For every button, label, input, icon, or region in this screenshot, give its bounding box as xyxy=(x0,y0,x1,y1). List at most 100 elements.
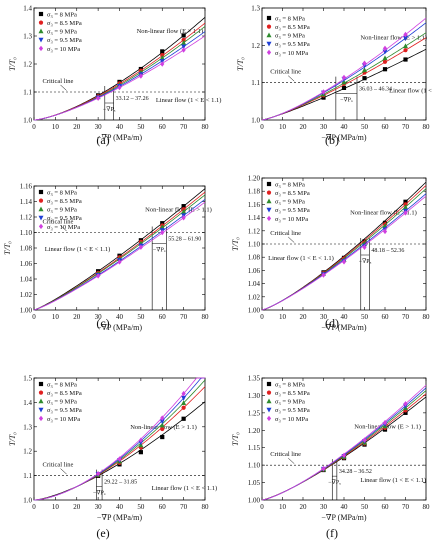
legend-label: σ₃ = 8.5 MPa xyxy=(275,190,310,197)
x-axis-label: −∇P (MPa/m) xyxy=(321,513,366,522)
y-tick-label: 1.02 xyxy=(20,291,33,299)
critical-line-label: Critical line xyxy=(270,451,301,458)
x-tick-label: 80 xyxy=(423,313,431,321)
data-point xyxy=(160,434,165,440)
data-point xyxy=(403,48,408,53)
legend-marker xyxy=(266,190,272,195)
region-linear-label: Linear flow (1 < E < 1.1) xyxy=(389,88,432,95)
data-point xyxy=(181,33,186,38)
x-tick-label: 60 xyxy=(382,313,390,321)
region-linear-label: Linear flow (1 < E < 1.1) xyxy=(45,246,111,253)
data-point xyxy=(181,40,187,45)
legend-marker xyxy=(38,206,44,212)
legend-marker xyxy=(266,181,272,187)
data-point xyxy=(160,52,165,58)
y-tick-label: 1.06 xyxy=(248,267,261,275)
y-tick-label: 1.20 xyxy=(248,427,261,435)
data-point xyxy=(181,47,186,53)
data-point xyxy=(138,244,143,250)
data-point xyxy=(403,204,408,210)
data-point xyxy=(382,45,388,52)
x-tick-label: 50 xyxy=(137,123,145,131)
x-tick-label: 20 xyxy=(73,123,81,131)
data-point xyxy=(117,456,122,462)
x-tick-label: 40 xyxy=(116,123,124,131)
legend-marker xyxy=(38,28,44,34)
legend-label: σ₃ = 8 MPa xyxy=(47,11,77,18)
data-point xyxy=(138,73,143,79)
legend-label: σ₃ = 9 MPa xyxy=(275,199,305,206)
x-tick-label: 20 xyxy=(300,503,308,511)
x-tick-label: 0 xyxy=(32,313,36,321)
y-tick-label: 1.18 xyxy=(248,188,261,196)
y-axis-label: T/T₀ xyxy=(8,57,17,71)
region-linear-label: Linear flow (1 < E < 1.1) xyxy=(156,97,222,104)
x-tick-label: 30 xyxy=(320,313,328,321)
legend-marker xyxy=(38,415,44,422)
legend-label: σ₃ = 9.5 MPa xyxy=(47,407,82,414)
data-point xyxy=(382,67,388,72)
data-point xyxy=(96,95,101,101)
x-axis-label: −∇P (MPa/m) xyxy=(97,513,142,522)
x-tick-label: 0 xyxy=(260,123,264,131)
caption-a: (a) xyxy=(96,133,110,147)
legend-marker xyxy=(38,37,44,43)
y-tick-label: 1.1 xyxy=(251,79,260,87)
data-point xyxy=(321,89,326,95)
x-tick-label: 70 xyxy=(402,313,410,321)
x-tick-label: 50 xyxy=(137,313,145,321)
legend-marker xyxy=(38,407,44,413)
critical-gradient-label: −∇Pₓ xyxy=(153,247,166,254)
y-tick-label: 1.16 xyxy=(20,183,33,191)
data-point xyxy=(181,405,186,410)
legend-label: σ₃ = 8.5 MPa xyxy=(47,390,82,397)
y-tick-label: 1.25 xyxy=(248,409,261,417)
x-tick-label: 10 xyxy=(52,503,60,511)
critical-range-label: 36.03 – 46.34 xyxy=(359,87,392,93)
x-axis-label: −∇P (MPa/m) xyxy=(97,133,142,142)
y-tick-label: 1.00 xyxy=(248,497,261,505)
y-tick-label: 1.16 xyxy=(248,201,261,209)
critical-line-arrow xyxy=(60,468,67,475)
y-tick-label: 1.08 xyxy=(20,245,33,253)
data-point xyxy=(181,416,186,421)
legend-marker xyxy=(38,20,44,25)
y-axis-label: T/T₀ xyxy=(231,237,240,251)
data-point xyxy=(96,273,101,279)
data-point xyxy=(160,49,165,54)
legend-marker xyxy=(266,215,272,222)
data-point xyxy=(181,215,186,221)
x-tick-label: 70 xyxy=(180,313,188,321)
critical-gradient-label: −∇Pₓ xyxy=(328,479,341,486)
legend-marker xyxy=(266,398,272,404)
x-tick-label: 30 xyxy=(320,123,328,131)
y-axis-label: T/T₀ xyxy=(231,432,240,446)
x-tick-label: 40 xyxy=(116,313,124,321)
legend-marker xyxy=(266,407,272,413)
critical-line-arrow xyxy=(60,225,67,232)
region-linear-label: Linear flow (1 < E < 1.1) xyxy=(360,477,426,484)
x-tick-label: 20 xyxy=(300,313,308,321)
legend-label: σ₃ = 10 MPa xyxy=(275,50,308,57)
data-point xyxy=(382,55,388,61)
x-tick-label: 0 xyxy=(260,313,264,321)
data-point xyxy=(160,221,165,226)
y-tick-label: 1.0 xyxy=(23,117,32,125)
x-axis-label: −∇P (MPa/m) xyxy=(321,323,366,332)
legend-label: σ₃ = 10 MPa xyxy=(47,224,80,231)
region-nonlinear-label: Non-linear flow (E > 1.1) xyxy=(350,209,417,216)
y-tick-label: 1.12 xyxy=(248,227,261,235)
legend-label: σ₃ = 8 MPa xyxy=(275,15,305,22)
data-point xyxy=(181,400,187,405)
data-point xyxy=(341,259,347,265)
x-tick-label: 10 xyxy=(279,313,287,321)
y-tick-label: 1.08 xyxy=(248,254,261,262)
chart-panel-2: 0 10 20 30 40 50 60 70 80 1.0 1.1 1.2 1.3 −∇P (MPa/m)… xyxy=(236,5,432,143)
legend-label: σ₃ = 9 MPa xyxy=(47,29,77,36)
y-tick-label: 1.35 xyxy=(248,375,261,383)
region-nonlinear-label: Non-linear flow (E > 1.1) xyxy=(354,424,421,431)
x-tick-label: 50 xyxy=(361,503,369,511)
x-tick-label: 50 xyxy=(361,123,369,131)
y-tick-label: 1.12 xyxy=(20,214,33,222)
